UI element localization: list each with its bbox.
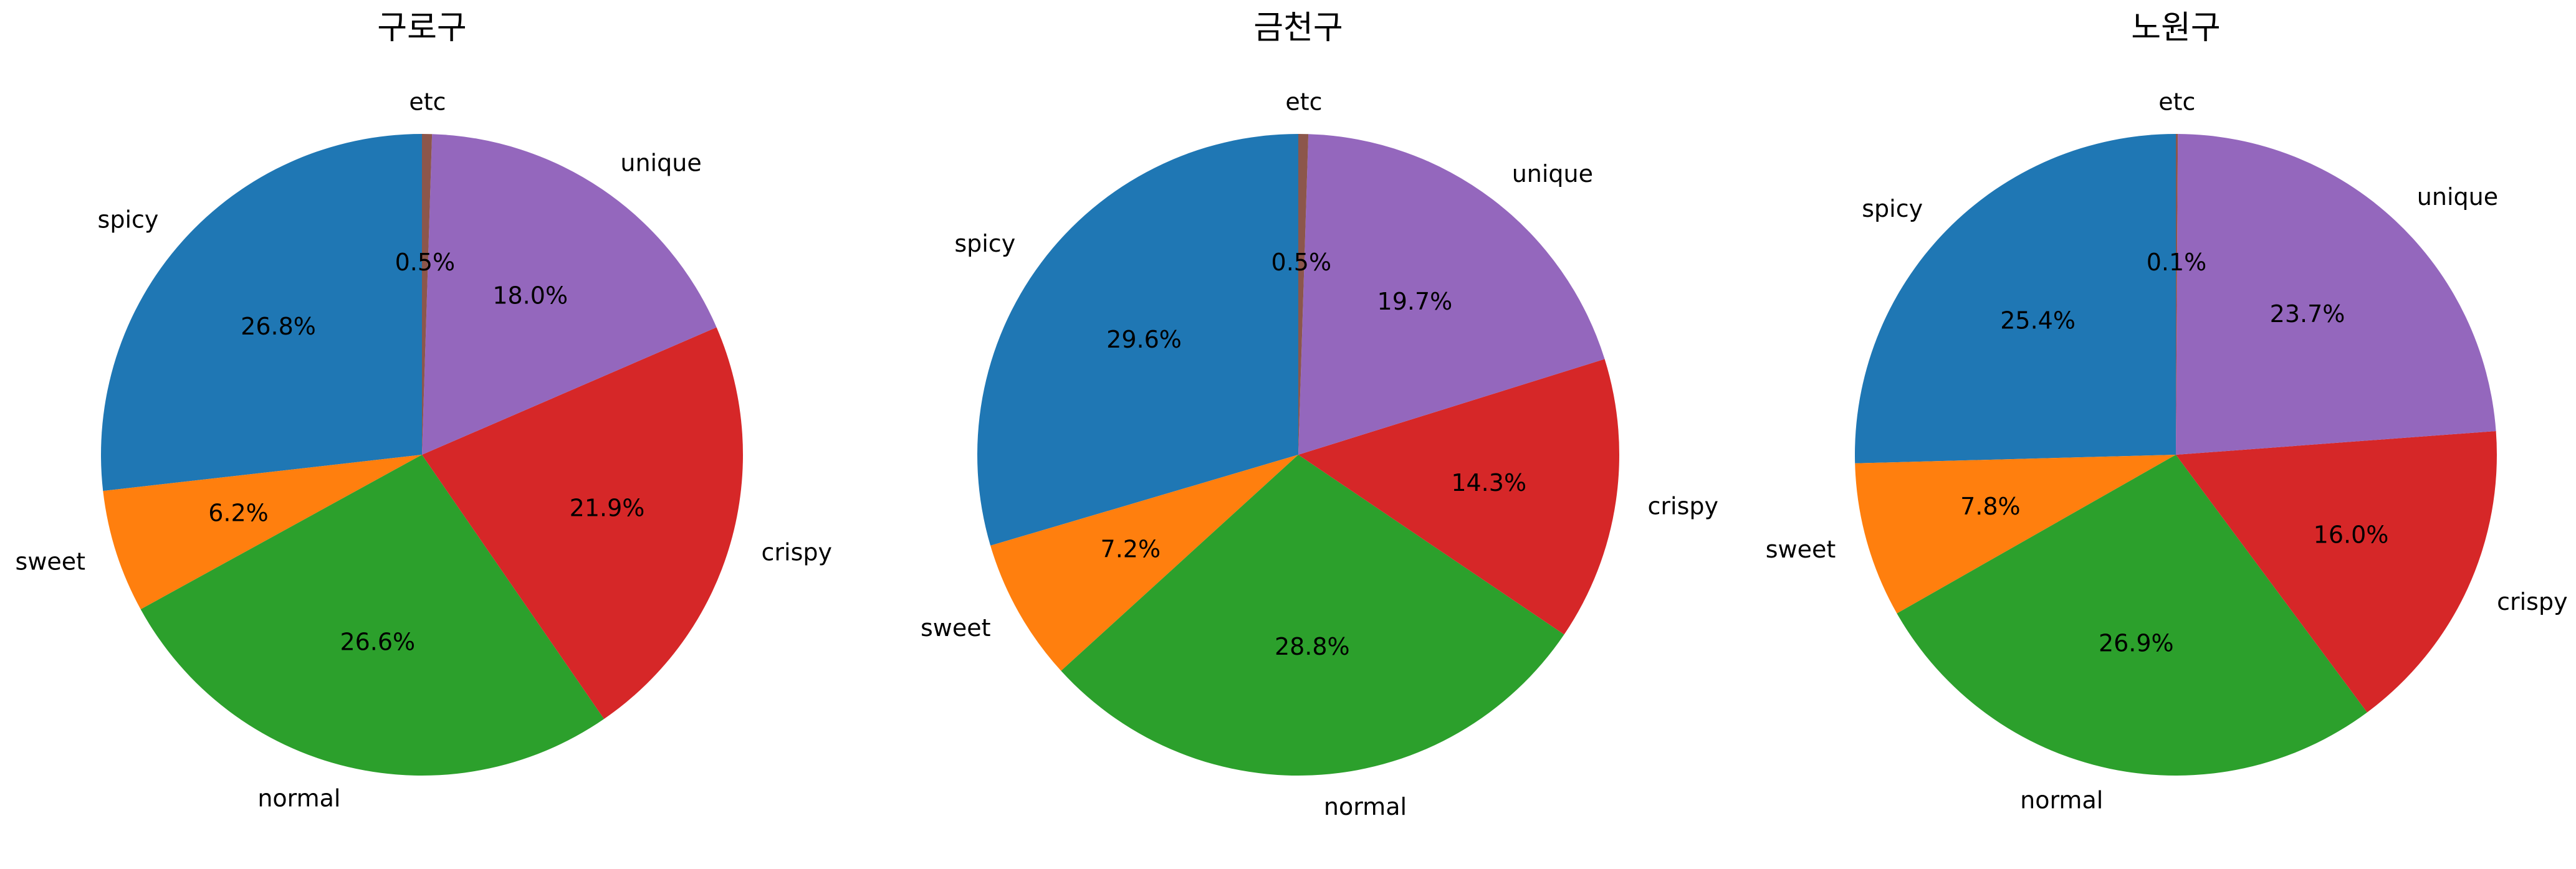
pct-label-normal: 26.9%: [2099, 629, 2174, 657]
slice-label-unique: unique: [620, 150, 701, 177]
pct-label-etc: 0.5%: [395, 249, 456, 276]
pie-slice-unique: [422, 134, 717, 455]
pct-label-crispy: 21.9%: [570, 494, 645, 521]
pct-label-unique: 23.7%: [2270, 300, 2345, 328]
slice-label-sweet: sweet: [16, 548, 86, 576]
slice-label-spicy: spicy: [1862, 195, 1923, 222]
slice-label-spicy: spicy: [98, 206, 159, 234]
pct-label-sweet: 7.2%: [1101, 536, 1161, 563]
slice-label-sweet: sweet: [1766, 536, 1836, 563]
slice-label-normal: normal: [257, 784, 340, 812]
pct-label-etc: 0.1%: [2147, 249, 2207, 276]
pct-label-etc: 0.5%: [1271, 249, 1332, 276]
pct-label-spicy: 25.4%: [2000, 306, 2076, 334]
pie-slice-crispy: [1298, 359, 1619, 635]
pie-slice-unique: [2176, 134, 2496, 455]
slice-label-crispy: crispy: [2497, 588, 2567, 615]
pie-labels: spicy 26.8% sweet 6.2% normal 26.6% crispy 21.9…: [16, 88, 832, 812]
pct-label-spicy: 26.8%: [241, 313, 316, 340]
slice-label-unique: unique: [2417, 183, 2498, 211]
pie-slice-crispy: [2176, 430, 2497, 713]
pie-labels: spicy 29.6% sweet 7.2% normal 28.8% crispy 14.3…: [921, 88, 1718, 820]
pie-chart-guro: 구로구 spicy 26.8% sweet 6.2% normal 26.6% crispy…: [16, 9, 832, 812]
pie-slice-crispy: [422, 327, 743, 719]
pie-slice-etc: [422, 133, 433, 455]
pie-slice-normal: [1061, 455, 1564, 776]
slice-label-etc: etc: [409, 88, 446, 116]
pie-slice-etc: [2176, 134, 2178, 455]
pie-chart-geumcheon: 금천구 spicy 29.6% sweet 7.2% normal 28.8% crispy…: [921, 9, 1718, 820]
slice-label-unique: unique: [1512, 160, 1593, 188]
pie-slice-sweet: [990, 455, 1298, 671]
pie-labels: spicy 25.4% sweet 7.8% normal 26.9% crispy 16.0…: [1766, 88, 2568, 814]
slice-label-spicy: spicy: [954, 230, 1015, 257]
chart-title: 노원구: [2131, 9, 2221, 47]
pct-label-unique: 18.0%: [492, 282, 568, 309]
slice-label-normal: normal: [1324, 793, 1407, 820]
pct-label-spicy: 29.6%: [1106, 326, 1182, 353]
slice-label-crispy: crispy: [762, 538, 832, 566]
slice-label-normal: normal: [2020, 786, 2103, 814]
pct-label-crispy: 16.0%: [2314, 521, 2389, 549]
chart-title: 금천구: [1253, 9, 1343, 47]
pie-slice-sweet: [103, 455, 423, 610]
pct-label-normal: 28.8%: [1275, 633, 1350, 660]
pie-slice-spicy: [977, 134, 1298, 546]
pie-chart-nowon: 노원구 spicy 25.4% sweet 7.8% normal 26.9% crispy…: [1766, 9, 2568, 814]
pct-label-normal: 26.6%: [340, 629, 415, 656]
pie-slice-spicy: [1854, 134, 2176, 463]
pct-label-unique: 19.7%: [1377, 288, 1453, 315]
pie-slices: [100, 133, 743, 776]
slice-label-etc: etc: [1285, 88, 1322, 116]
slice-label-sweet: sweet: [921, 614, 991, 642]
pct-label-sweet: 6.2%: [208, 500, 269, 527]
pct-label-sweet: 7.8%: [1960, 493, 2021, 520]
pie-slice-normal: [1897, 455, 2367, 776]
pct-label-crispy: 14.3%: [1451, 469, 1526, 496]
pie-slices: [977, 133, 1619, 776]
slice-label-etc: etc: [2158, 88, 2195, 116]
slice-label-crispy: crispy: [1648, 492, 1718, 520]
pie-slice-etc: [1298, 133, 1309, 455]
pie-slice-normal: [140, 455, 605, 776]
pie-slice-unique: [1298, 134, 1605, 455]
pie-slice-sweet: [1855, 455, 2176, 614]
chart-title: 구로구: [377, 9, 467, 47]
pie-slice-spicy: [100, 134, 423, 491]
pie-slices: [1854, 134, 2497, 776]
